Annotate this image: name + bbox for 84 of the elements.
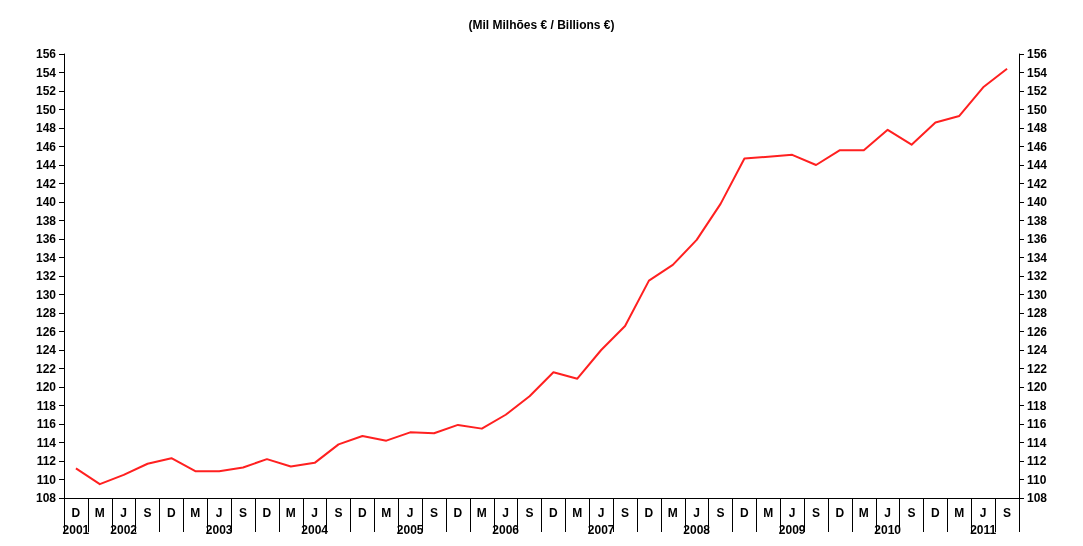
y2-tick-label: 152 bbox=[1027, 84, 1048, 98]
x-tick-label: S bbox=[334, 505, 343, 520]
y-tick-label: 136 bbox=[35, 232, 57, 246]
y2-tick-label: 148 bbox=[1027, 121, 1048, 135]
y2-tick-label: 108 bbox=[1027, 491, 1048, 505]
x-tick-label: S bbox=[812, 505, 821, 520]
line-series bbox=[74, 67, 1009, 486]
x-tick-label: M bbox=[190, 505, 201, 520]
y-tick-label: 154 bbox=[35, 65, 57, 80]
x-tick-label: D 2001 bbox=[62, 505, 90, 537]
x-tick-label: M bbox=[858, 505, 869, 520]
x-tick-label: M bbox=[285, 505, 296, 520]
y-tick-label: 118 bbox=[36, 398, 57, 413]
y-tick-label: 152 bbox=[35, 84, 57, 98]
y-tick-label: 142 bbox=[35, 176, 57, 191]
y-tick-label: 144 bbox=[35, 158, 57, 172]
y2-tick-label: 136 bbox=[1027, 232, 1048, 246]
y-tick-label: 138 bbox=[35, 213, 57, 228]
y-tick-label: 112 bbox=[36, 454, 57, 468]
y-tick-label: 146 bbox=[35, 139, 57, 154]
x-tick-label: S bbox=[1003, 505, 1012, 520]
x-tick-label: S bbox=[239, 505, 248, 520]
y2-tick-label: 144 bbox=[1027, 158, 1048, 172]
y2-tick-label: 142 bbox=[1027, 176, 1048, 191]
y2-tick-label: 134 bbox=[1027, 250, 1048, 265]
y-tick-label: 124 bbox=[35, 343, 57, 357]
y-tick-label: 134 bbox=[35, 250, 57, 265]
y-tick-label: 148 bbox=[35, 121, 57, 135]
y2-tick-label: 140 bbox=[1027, 195, 1048, 209]
y-tick-label: 122 bbox=[35, 361, 57, 376]
y2-tick-label: 132 bbox=[1027, 269, 1048, 283]
chart-title: (Mil Milhões € / Billions €) bbox=[468, 18, 615, 32]
x-tick-label: S bbox=[525, 505, 534, 520]
x-tick-label: M bbox=[763, 505, 774, 520]
y-tick-label: 114 bbox=[36, 435, 57, 450]
y2-tick-label: 128 bbox=[1027, 306, 1048, 320]
x-tick-label: M bbox=[476, 505, 487, 520]
x-tick-label: S bbox=[143, 505, 152, 520]
y-tick-label: 140 bbox=[35, 195, 57, 209]
y2-tick-label: 146 bbox=[1027, 139, 1048, 154]
y2-tick-label: 110 bbox=[1027, 472, 1047, 487]
x-tick-label: D bbox=[835, 505, 845, 520]
y2-tick-label: 120 bbox=[1027, 380, 1048, 394]
y-tick-label: 126 bbox=[35, 324, 57, 339]
x-tick-label: M bbox=[954, 505, 965, 520]
x-tick-label: D bbox=[549, 505, 559, 520]
x-tick-label: S bbox=[907, 505, 916, 520]
y-tick-label: 110 bbox=[36, 472, 57, 487]
y-tick-label: 120 bbox=[35, 380, 57, 394]
x-tick-label: S bbox=[716, 505, 725, 520]
y2-tick-label: 118 bbox=[1027, 398, 1047, 413]
y2-tick-label: 130 bbox=[1027, 287, 1048, 302]
x-tick-label: S bbox=[621, 505, 630, 520]
y2-tick-label: 150 bbox=[1027, 102, 1048, 117]
x-tick-label: M bbox=[572, 505, 583, 520]
y2-tick-label: 154 bbox=[1027, 65, 1048, 80]
x-tick-label: D bbox=[931, 505, 941, 520]
x-tick-label: D bbox=[453, 505, 463, 520]
y-tick-label: 150 bbox=[35, 102, 57, 117]
x-tick-label: S bbox=[430, 505, 439, 520]
y-tick-label: 116 bbox=[36, 417, 57, 431]
x-tick-label: D bbox=[262, 505, 272, 520]
y2-tick-label: 126 bbox=[1027, 324, 1048, 339]
y2-tick-label: 124 bbox=[1027, 343, 1048, 357]
x-tick-label: M bbox=[94, 505, 105, 520]
y-tick-label: 128 bbox=[35, 306, 57, 320]
x-tick-label: J 2007 bbox=[587, 505, 615, 537]
y2-tick-label: 138 bbox=[1027, 213, 1048, 228]
y-tick-label: 156 bbox=[35, 47, 57, 61]
x-tick-label: D bbox=[358, 505, 368, 520]
x-tick-label: D bbox=[644, 505, 654, 520]
x-tick-label: M bbox=[667, 505, 678, 520]
y2-tick-label: 112 bbox=[1027, 454, 1047, 468]
y2-tick-label: 116 bbox=[1027, 417, 1047, 431]
y-tick-label: 130 bbox=[35, 287, 57, 302]
x-tick-label: D bbox=[740, 505, 750, 520]
y-tick-label: 132 bbox=[35, 269, 57, 283]
x-tick-label: J 2011 bbox=[970, 505, 997, 537]
y2-tick-label: 114 bbox=[1027, 435, 1047, 450]
y2-tick-label: 122 bbox=[1027, 361, 1048, 376]
y-tick-label: 108 bbox=[35, 491, 57, 505]
x-tick-label: D bbox=[167, 505, 177, 520]
x-tick-label: M bbox=[381, 505, 392, 520]
y2-tick-label: 156 bbox=[1027, 47, 1048, 61]
